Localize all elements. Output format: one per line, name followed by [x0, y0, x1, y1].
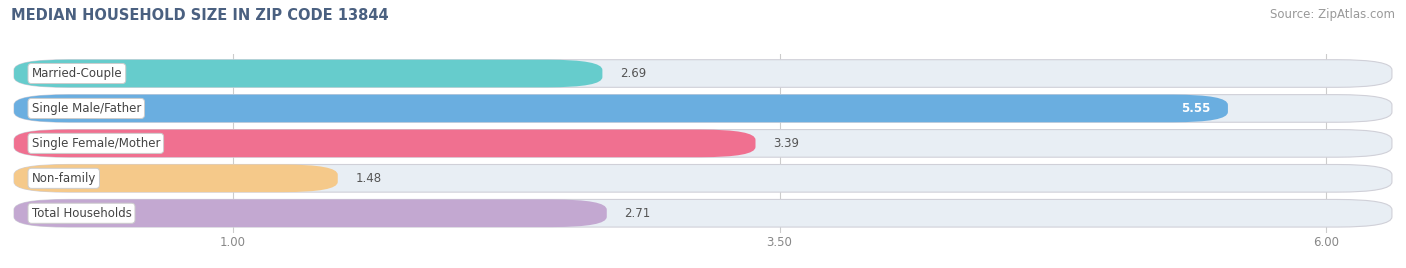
Text: Single Male/Father: Single Male/Father: [31, 102, 141, 115]
Text: Single Female/Mother: Single Female/Mother: [31, 137, 160, 150]
Text: 2.71: 2.71: [624, 207, 651, 220]
FancyBboxPatch shape: [14, 165, 337, 192]
Text: Non-family: Non-family: [31, 172, 96, 185]
Text: Married-Couple: Married-Couple: [31, 67, 122, 80]
FancyBboxPatch shape: [14, 129, 1392, 157]
FancyBboxPatch shape: [14, 199, 607, 227]
Text: MEDIAN HOUSEHOLD SIZE IN ZIP CODE 13844: MEDIAN HOUSEHOLD SIZE IN ZIP CODE 13844: [11, 8, 389, 23]
FancyBboxPatch shape: [14, 199, 1392, 227]
FancyBboxPatch shape: [14, 60, 1392, 87]
Text: 3.39: 3.39: [773, 137, 799, 150]
Text: Total Households: Total Households: [31, 207, 131, 220]
FancyBboxPatch shape: [14, 95, 1227, 122]
FancyBboxPatch shape: [14, 129, 755, 157]
FancyBboxPatch shape: [14, 95, 1392, 122]
Text: 2.69: 2.69: [620, 67, 647, 80]
Text: 1.48: 1.48: [356, 172, 381, 185]
FancyBboxPatch shape: [14, 60, 602, 87]
Text: 5.55: 5.55: [1181, 102, 1211, 115]
FancyBboxPatch shape: [14, 165, 1392, 192]
Text: Source: ZipAtlas.com: Source: ZipAtlas.com: [1270, 8, 1395, 21]
